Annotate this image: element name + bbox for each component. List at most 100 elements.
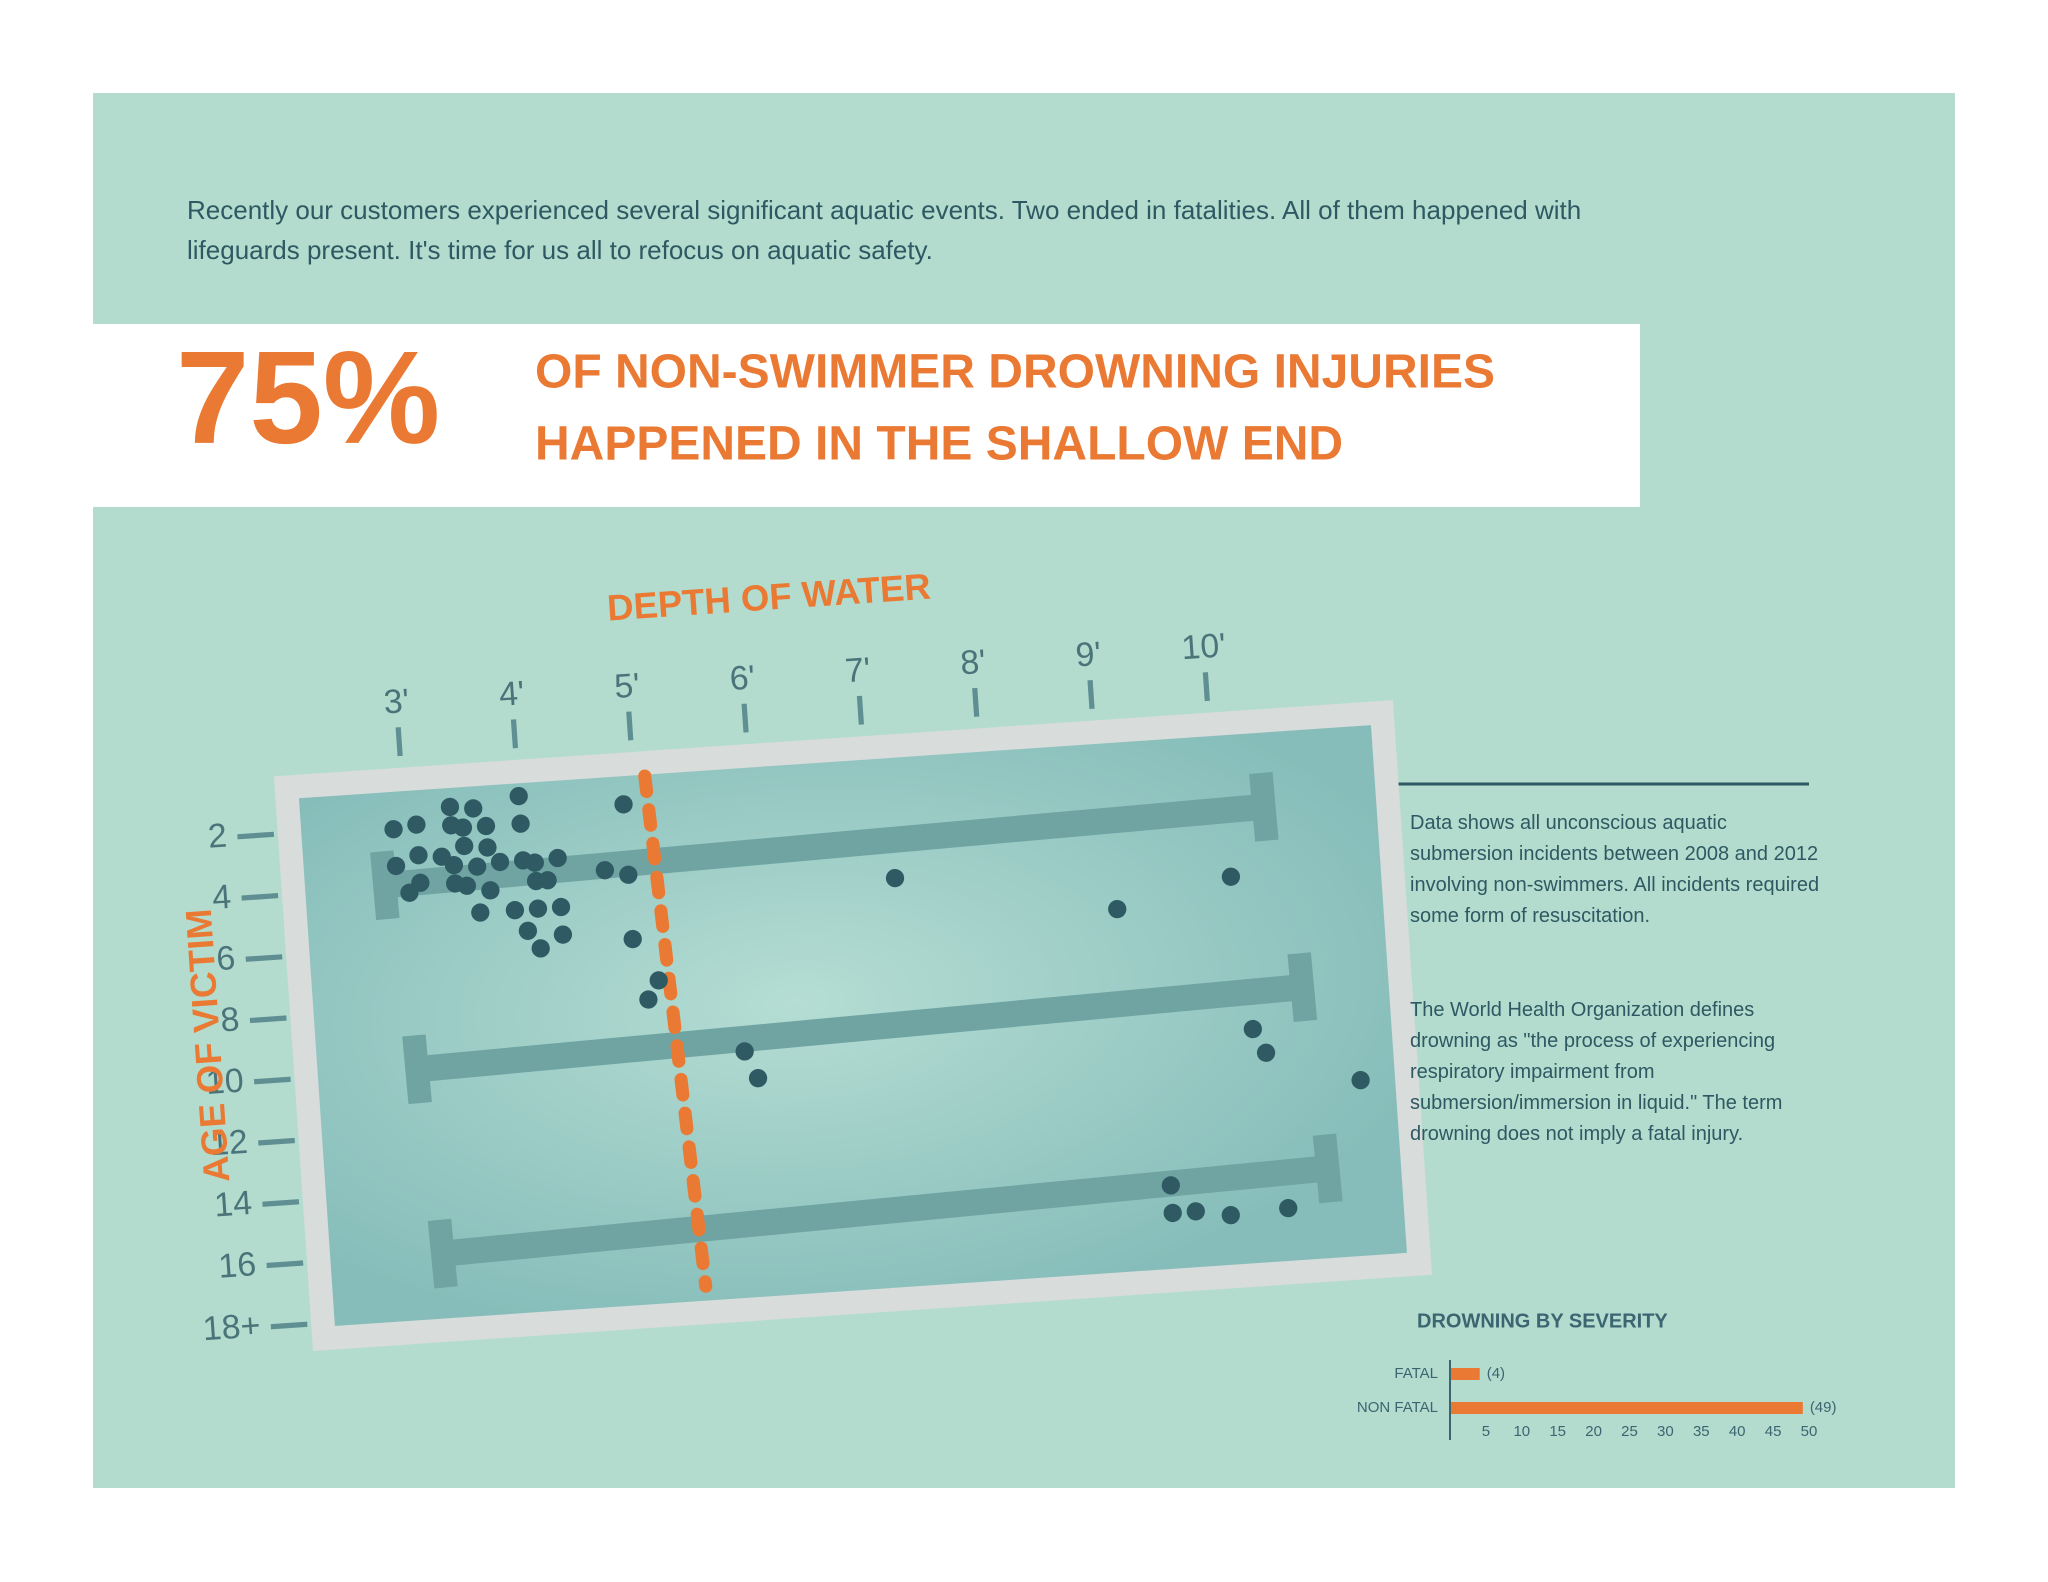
data-point bbox=[411, 873, 430, 892]
headline-line: OF NON-SWIMMER DROWNING INJURIES bbox=[535, 346, 1495, 399]
data-point bbox=[525, 853, 544, 872]
data-point bbox=[505, 901, 525, 920]
category-label: FATAL bbox=[1394, 1365, 1438, 1382]
intro-text: Recently our customers experienced sever… bbox=[187, 195, 1582, 265]
data-point bbox=[518, 921, 538, 940]
y-tick bbox=[249, 1015, 287, 1024]
x-tick-label: 40 bbox=[1729, 1423, 1746, 1440]
data-point bbox=[440, 797, 460, 817]
x-tick bbox=[1087, 679, 1095, 710]
x-tick bbox=[395, 727, 403, 757]
data-point bbox=[455, 836, 474, 856]
y-tick-label: 6 bbox=[215, 939, 236, 978]
data-point bbox=[1279, 1199, 1298, 1218]
data-point bbox=[538, 871, 557, 890]
data-point bbox=[531, 939, 550, 958]
x-tick-label: 5 bbox=[1482, 1423, 1490, 1440]
category-label: NON FATAL bbox=[1357, 1399, 1438, 1416]
data-point bbox=[509, 786, 528, 806]
data-point bbox=[1221, 867, 1241, 886]
x-tick-label: 10' bbox=[1180, 626, 1227, 667]
data-point bbox=[478, 838, 497, 857]
data-point bbox=[444, 855, 464, 875]
data-point bbox=[386, 856, 406, 876]
lane-cap bbox=[427, 1218, 458, 1289]
data-point bbox=[1243, 1019, 1263, 1039]
data-point bbox=[457, 876, 477, 895]
x-tick-label: 7' bbox=[844, 651, 872, 691]
data-point bbox=[407, 815, 426, 834]
lane-cap bbox=[402, 1034, 432, 1105]
x-tick bbox=[1202, 672, 1210, 702]
x-tick-label: 6' bbox=[728, 658, 756, 698]
data-point bbox=[735, 1042, 754, 1061]
y-tick-label: 2 bbox=[207, 817, 228, 856]
lane bbox=[402, 952, 1318, 1105]
x-tick-label: 4' bbox=[498, 674, 526, 714]
data-point bbox=[553, 925, 573, 944]
lane-cap bbox=[1287, 952, 1318, 1023]
y-tick-label: 18+ bbox=[202, 1306, 262, 1348]
x-tick-label: 35 bbox=[1693, 1423, 1710, 1440]
headline-stat: 75% bbox=[176, 324, 440, 471]
data-point bbox=[623, 929, 642, 949]
x-tick bbox=[741, 703, 749, 733]
data-point bbox=[885, 868, 905, 888]
data-point bbox=[548, 848, 567, 868]
data-point bbox=[453, 818, 473, 837]
y-tick-label: 16 bbox=[217, 1245, 257, 1285]
data-point bbox=[481, 881, 500, 900]
y-tick-label: 10 bbox=[205, 1061, 245, 1101]
y-tick bbox=[253, 1076, 291, 1085]
y-tick bbox=[237, 831, 275, 840]
y-tick-label: 12 bbox=[209, 1123, 249, 1163]
value-label: (49) bbox=[1810, 1399, 1837, 1416]
data-point bbox=[1108, 899, 1127, 919]
x-tick-label: 5' bbox=[613, 666, 641, 706]
data-point bbox=[384, 820, 403, 839]
y-tick-label: 4 bbox=[211, 878, 232, 917]
x-tick-label: 3' bbox=[382, 682, 410, 722]
x-tick-label: 30 bbox=[1657, 1423, 1674, 1440]
chart-title: DROWNING BY SEVERITY bbox=[1417, 1310, 1668, 1332]
lane-cap bbox=[1312, 1133, 1343, 1204]
data-point bbox=[1161, 1176, 1180, 1195]
y-tick bbox=[270, 1321, 308, 1330]
threshold-line bbox=[638, 769, 713, 1293]
data-point bbox=[468, 857, 487, 876]
x-tick bbox=[510, 719, 519, 749]
y-tick bbox=[262, 1199, 300, 1207]
x-tick bbox=[626, 711, 634, 741]
data-point bbox=[649, 971, 668, 990]
x-tick-label: 15 bbox=[1549, 1423, 1566, 1440]
data-point bbox=[490, 852, 510, 872]
data-point bbox=[476, 816, 496, 836]
headline-band bbox=[93, 324, 1640, 507]
bar bbox=[1451, 1402, 1803, 1414]
y-tick bbox=[258, 1137, 295, 1146]
data-point bbox=[511, 814, 530, 833]
x-tick-label: 50 bbox=[1801, 1423, 1818, 1440]
data-point bbox=[528, 899, 548, 918]
lane bbox=[427, 1133, 1343, 1289]
data-point bbox=[1351, 1071, 1370, 1090]
lane-rope bbox=[422, 974, 1297, 1082]
data-point bbox=[614, 795, 633, 814]
data-point bbox=[464, 799, 483, 818]
y-tick bbox=[241, 892, 279, 901]
x-tick bbox=[856, 695, 864, 725]
x-tick-label: 10 bbox=[1513, 1423, 1530, 1440]
y-tick bbox=[266, 1260, 304, 1269]
data-point bbox=[551, 897, 571, 917]
severity-chart: DROWNING BY SEVERITY 5 10 15 20 25 30 35 40 45 50 F… bbox=[1357, 1310, 1837, 1440]
data-point bbox=[471, 903, 490, 922]
data-point bbox=[619, 865, 638, 884]
x-tick-label: 9' bbox=[1074, 635, 1102, 675]
headline-line: HAPPENED IN THE SHALLOW END bbox=[535, 418, 1343, 471]
x-tick-label: 45 bbox=[1765, 1423, 1782, 1440]
data-point bbox=[595, 861, 615, 880]
x-tick-label: 20 bbox=[1585, 1423, 1602, 1440]
y-tick bbox=[245, 954, 283, 962]
